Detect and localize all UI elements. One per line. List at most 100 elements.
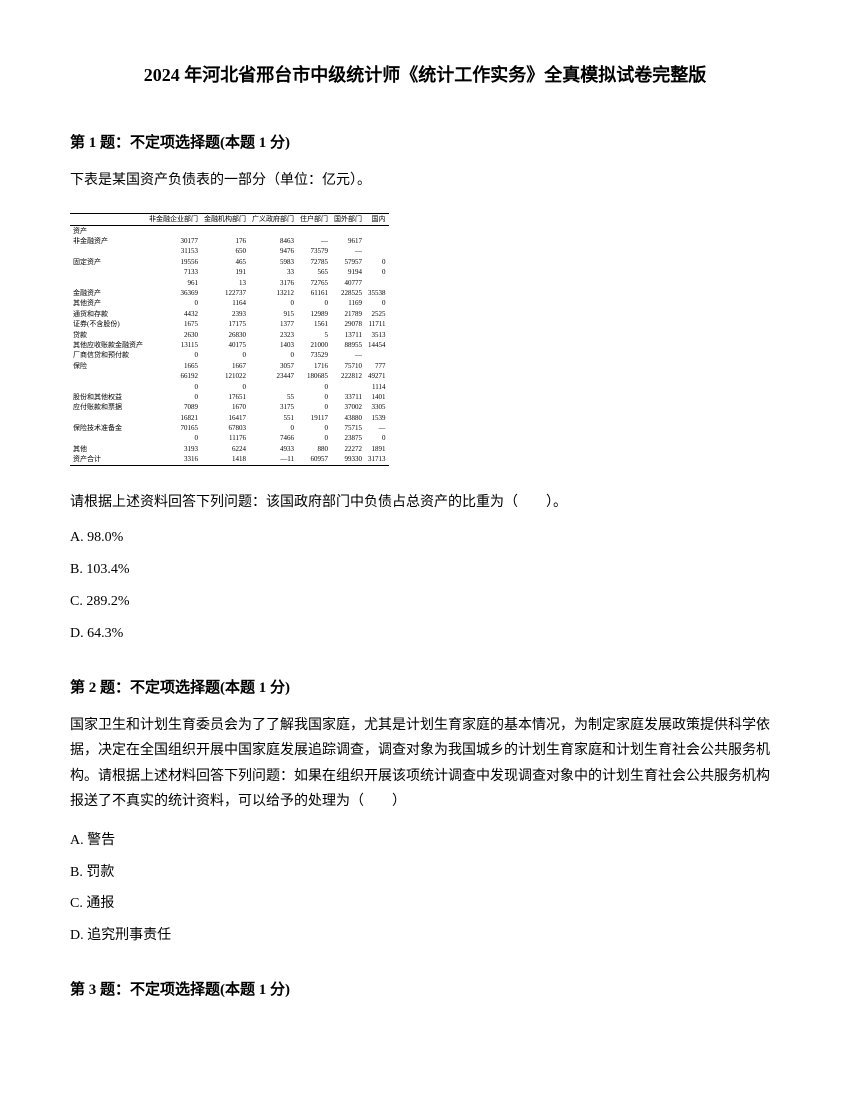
- table-cell: [70, 371, 146, 381]
- q2-option-c: C. 通报: [70, 892, 780, 916]
- table-cell: 650: [201, 246, 249, 256]
- table-row: 168211641755119117438801539: [70, 413, 389, 423]
- table-cell: 证券(不含股份): [70, 319, 146, 329]
- table-cell: 49271: [365, 371, 389, 381]
- table-cell: 1377: [249, 319, 297, 329]
- table-row: 保险技术准备金70165678030075715—: [70, 423, 389, 433]
- table-cell: 0: [297, 433, 331, 443]
- table-cell: [331, 382, 365, 392]
- table-cell: 31153: [146, 246, 201, 256]
- table-cell: 5983: [249, 257, 297, 267]
- table-row: 0001114: [70, 382, 389, 392]
- table-cell: 0: [365, 433, 389, 443]
- q2-text: 国家卫生和计划生育委员会为了了解我国家庭，尤其是计划生育家庭的基本情况，为制定家…: [70, 713, 780, 814]
- table-row: 资产: [70, 225, 389, 236]
- table-cell: 88955: [331, 340, 365, 350]
- table-cell: 4432: [146, 309, 201, 319]
- table-cell: 14454: [365, 340, 389, 350]
- table-cell: 1891: [365, 444, 389, 454]
- table-cell: 121022: [201, 371, 249, 381]
- table-cell: 0: [146, 350, 201, 360]
- table-cell: 其他应收账款金融资产: [70, 340, 146, 350]
- q3-header: 第 3 题：不定项选择题(本题 1 分): [70, 978, 780, 1004]
- table-cell: 1114: [365, 382, 389, 392]
- table-cell: 60957: [297, 454, 331, 465]
- table-cell: 33: [249, 267, 297, 277]
- table-cell: 0: [146, 382, 201, 392]
- table-cell: [365, 350, 389, 360]
- table-cell: 75715: [331, 423, 365, 433]
- table-cell: [249, 225, 297, 236]
- table-cell: 0: [249, 423, 297, 433]
- table-cell: 122737: [201, 288, 249, 298]
- table-cell: 1418: [201, 454, 249, 465]
- table-cell: 228525: [331, 288, 365, 298]
- table-cell: 3193: [146, 444, 201, 454]
- table-cell: 61161: [297, 288, 331, 298]
- table-cell: 3513: [365, 330, 389, 340]
- table-cell: 1667: [201, 361, 249, 371]
- table-cell: 43880: [331, 413, 365, 423]
- table-cell: 3316: [146, 454, 201, 465]
- table-cell: [70, 246, 146, 256]
- q2-option-a: A. 警告: [70, 829, 780, 853]
- table-row: 通货和存款4432239391512989217892525: [70, 309, 389, 319]
- table-cell: 9617: [331, 236, 365, 246]
- table-cell: —: [297, 236, 331, 246]
- q1-option-d: D. 64.3%: [70, 622, 780, 646]
- table-cell: [146, 225, 201, 236]
- table-cell: 5: [297, 330, 331, 340]
- table-cell: 0: [201, 382, 249, 392]
- table-cell: 176: [201, 236, 249, 246]
- table-cell: 37002: [331, 402, 365, 412]
- table-cell: 资产: [70, 225, 146, 236]
- table-cell: 22272: [331, 444, 365, 454]
- table-cell: [70, 278, 146, 288]
- table-cell: 67803: [201, 423, 249, 433]
- table-cell: 13115: [146, 340, 201, 350]
- table-cell: 55: [249, 392, 297, 402]
- table-cell: 其他: [70, 444, 146, 454]
- table-cell: 40175: [201, 340, 249, 350]
- table-cell: 4933: [249, 444, 297, 454]
- table-cell: 0: [365, 267, 389, 277]
- table-cell: 31713: [365, 454, 389, 465]
- table-cell: 厂商信贷和预付款: [70, 350, 146, 360]
- table-cell: 0: [146, 433, 201, 443]
- table-row: 贷款26302683023235137113513: [70, 330, 389, 340]
- table-cell: 保险技术准备金: [70, 423, 146, 433]
- table-cell: 30177: [146, 236, 201, 246]
- table-cell: 13711: [331, 330, 365, 340]
- table-cell: 0: [297, 298, 331, 308]
- table-cell: [331, 225, 365, 236]
- table-cell: 19556: [146, 257, 201, 267]
- table-cell: 0: [249, 350, 297, 360]
- table-cell: 9476: [249, 246, 297, 256]
- table-cell: 2525: [365, 309, 389, 319]
- table-row: 保险166516673057171675710777: [70, 361, 389, 371]
- table-cell: 40777: [331, 278, 365, 288]
- table-cell: 19117: [297, 413, 331, 423]
- table-cell: 16417: [201, 413, 249, 423]
- table-cell: [70, 433, 146, 443]
- table-cell: 1403: [249, 340, 297, 350]
- table-cell: 11711: [365, 319, 389, 329]
- table-cell: 贷款: [70, 330, 146, 340]
- table-cell: 17175: [201, 319, 249, 329]
- table-cell: 0: [365, 298, 389, 308]
- table-cell: 26830: [201, 330, 249, 340]
- table-cell: 880: [297, 444, 331, 454]
- table-cell: 1675: [146, 319, 201, 329]
- table-cell: 11176: [201, 433, 249, 443]
- table-row: 31153650947673579—: [70, 246, 389, 256]
- table-cell: 1670: [201, 402, 249, 412]
- table-header-cell: 住户部门: [297, 214, 331, 225]
- table-row: 其他319362244933880222721891: [70, 444, 389, 454]
- balance-sheet-table: 非金融企业部门 金融机构部门 广义政府部门 住户部门 国外部门 国内 资产非金融…: [70, 213, 389, 465]
- table-cell: 0: [146, 392, 201, 402]
- table-cell: 75710: [331, 361, 365, 371]
- q1-header: 第 1 题：不定项选择题(本题 1 分): [70, 131, 780, 157]
- table-cell: [365, 225, 389, 236]
- table-header-cell: 非金融企业部门: [146, 214, 201, 225]
- table-cell: 73529: [297, 350, 331, 360]
